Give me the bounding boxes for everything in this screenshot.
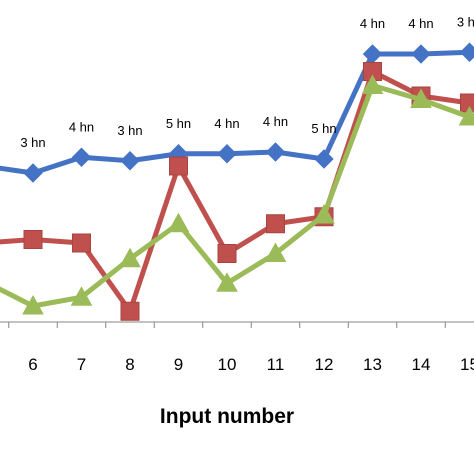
triangle-marker: [264, 242, 287, 262]
x-axis-title: Input number: [160, 405, 294, 428]
triangle-marker: [458, 105, 474, 126]
x-tick-label: 10: [218, 355, 237, 374]
annotation-label: 4 hn: [360, 16, 385, 31]
annotation-layer: 3 hn 4 hn 3 hn 5 hn 4 hn 4 hn 5 hn 4 hn 4 hn 3 hn: [20, 14, 474, 150]
triangle-marker: [313, 203, 335, 224]
series-layer: [0, 42, 474, 321]
square-marker: [120, 301, 140, 321]
triangle-marker: [22, 294, 44, 315]
x-tick-label: 6: [28, 355, 37, 374]
annotation-label: 4 hn: [214, 116, 239, 131]
triangle-marker: [119, 247, 141, 268]
diamond-marker: [120, 151, 140, 171]
annotation-label: 4 hn: [263, 114, 288, 129]
diamond-marker: [314, 149, 334, 169]
x-tick-label: 13: [363, 355, 382, 374]
x-tick-label: 7: [77, 355, 86, 374]
annotation-label: 3 hn: [117, 123, 142, 138]
diamond-marker: [459, 42, 474, 62]
square-marker: [460, 93, 474, 113]
triangle-marker: [167, 212, 190, 233]
triangle-marker: [70, 286, 93, 306]
triangle-marker: [361, 74, 384, 94]
diamond-marker: [217, 144, 237, 164]
diamond-marker: [265, 142, 286, 162]
diamond-marker: [71, 147, 92, 167]
x-tick-label: 14: [412, 355, 431, 374]
triangle-marker: [410, 88, 432, 108]
diamond-marker: [23, 163, 43, 183]
square-marker: [72, 233, 91, 253]
axis-layer: 6 7 8 9 10 11 12 13 14 15: [0, 321, 474, 374]
annotation-label: 5 hn: [311, 121, 336, 136]
square-marker: [169, 156, 188, 176]
diamond-marker: [411, 44, 431, 64]
annotation-label: 4 hn: [408, 16, 433, 31]
x-tick-label: 15: [460, 355, 474, 374]
annotation-label: 5 hn: [166, 116, 191, 131]
annotation-label: 4 hn: [69, 119, 94, 134]
annotation-label: 3 hn: [20, 135, 45, 150]
triangle-marker: [216, 272, 238, 292]
x-tick-label: 11: [267, 355, 285, 374]
x-tick-label: 8: [125, 355, 134, 374]
annotation-label: 3 hn: [457, 14, 474, 29]
x-tick-label: 12: [315, 355, 334, 374]
x-tick-label: 9: [174, 355, 183, 374]
square-marker: [266, 214, 285, 234]
series-line-2: [0, 69, 470, 314]
square-marker: [23, 230, 43, 249]
square-marker: [217, 244, 237, 263]
diamond-marker: [362, 44, 383, 64]
